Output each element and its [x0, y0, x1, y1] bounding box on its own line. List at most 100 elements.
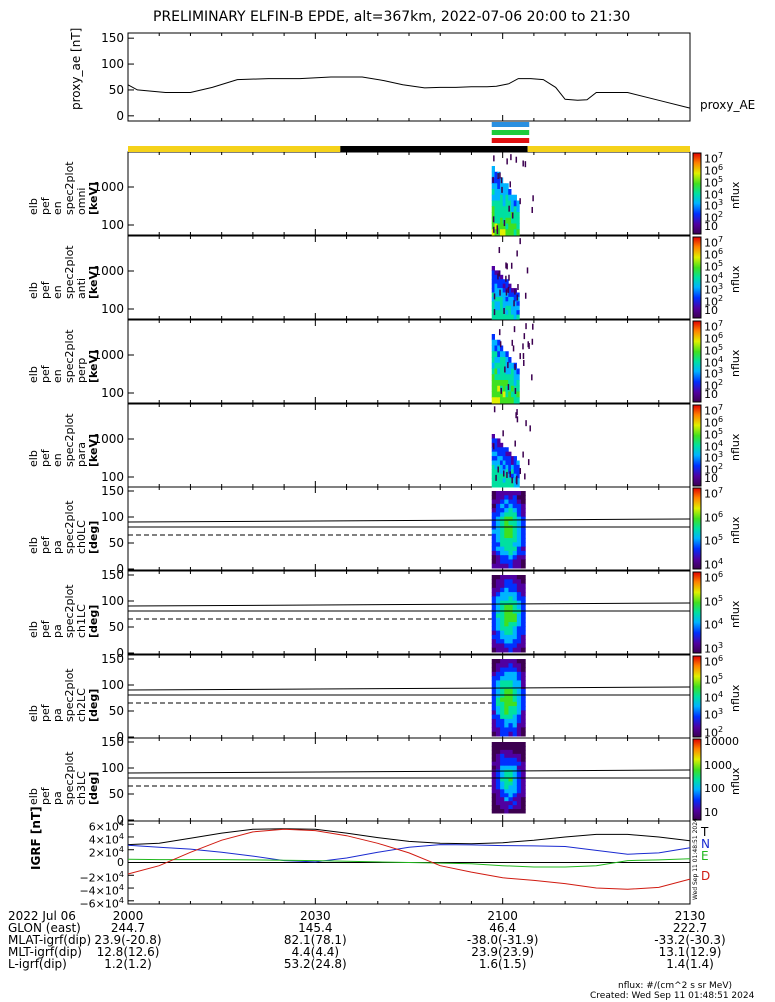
spectrogram-cell: [505, 212, 509, 219]
pa-spectrogram-cell: [521, 676, 526, 681]
spectrogram-cell: [491, 464, 495, 470]
pa-spectrogram-cell: [508, 499, 514, 505]
pa-spectrogram-cell: [516, 550, 522, 556]
spectrogram-cell: [494, 451, 498, 457]
pa-spectrogram-cell: [512, 622, 518, 627]
spectrogram-speck: [517, 284, 519, 291]
pa-spectrogram-cell: [500, 604, 505, 610]
pa-spectrogram-cell: [521, 727, 526, 733]
spec-ytick-label: 100: [101, 510, 124, 524]
pa-spectrogram-cell: [495, 542, 501, 548]
pa-spectrogram-cell: [504, 805, 509, 810]
pa-spectrogram-cell: [521, 693, 526, 698]
pa-spectrogram-cell: [512, 765, 518, 771]
spectrogram-cell: [497, 380, 501, 387]
pa-spectrogram-cell: [504, 626, 509, 632]
spec-ytick-label: 150: [101, 568, 124, 582]
colorbar-tick-label: 100: [704, 782, 725, 796]
pa-spectrogram-cell: [491, 749, 497, 755]
spec-panel-frame: [127, 486, 691, 571]
spec-ytick-label: 0: [116, 562, 124, 576]
spectrogram-speck: [493, 309, 496, 316]
pa-spectrogram-cell: [491, 634, 497, 640]
pa-spectrogram-cell: [508, 809, 514, 814]
spectrogram-cell: [516, 200, 520, 207]
spectrogram-cell: [510, 314, 515, 320]
spectrogram-speck: [528, 343, 530, 350]
colorbar-tick-label: 107: [704, 235, 724, 250]
spectrogram-cell: [491, 292, 495, 298]
pa-spectrogram-cell: [521, 491, 526, 496]
spectrogram-cell: [497, 447, 501, 453]
pa-spectrogram-cell: [491, 592, 497, 597]
pa-spectrogram-cell: [500, 512, 505, 518]
spectrogram-speck: [524, 161, 527, 168]
spectrogram-cell: [494, 482, 498, 488]
pa-spectrogram-cell: [521, 596, 526, 602]
flux-units-note: nflux: #/(cm^2 s sr MeV): [618, 981, 732, 991]
pa-spectrogram-cell: [495, 617, 501, 623]
spectrogram-cell: [494, 464, 498, 470]
pa-spectrogram-cell: [516, 731, 522, 737]
pa-spectrogram-cell: [500, 538, 505, 543]
pa-spectrogram-cell: [495, 529, 501, 535]
spec-ytick-label: 100: [101, 386, 124, 400]
pa-spectrogram-cell: [504, 680, 509, 686]
spectrogram-speck: [512, 345, 515, 352]
spectrogram-cell: [510, 380, 515, 387]
spec-ylabel-line: [keV]: [87, 265, 100, 299]
spectrogram-cell: [494, 380, 498, 387]
spectrogram-cell: [499, 464, 504, 470]
spectrogram-cell: [505, 464, 509, 470]
colorbar-title: nflux: [729, 684, 742, 712]
spectrogram-cell: [491, 438, 495, 444]
spectrogram-cell: [513, 212, 517, 219]
pa-spectrogram-cell: [512, 706, 518, 711]
pa-spectrogram-cell: [500, 579, 505, 585]
igrf-ytick-label: 6×104: [88, 819, 124, 834]
pa-spectrogram-cell: [504, 809, 509, 814]
pa-spectrogram-cell: [500, 718, 505, 724]
pa-spectrogram-cell: [491, 742, 497, 747]
pa-spectrogram-cell: [504, 559, 509, 565]
spectrogram-cell: [516, 391, 520, 398]
spectrogram-cell: [510, 385, 515, 392]
spec-ylabel-line: [deg]: [87, 520, 100, 554]
pa-spectrogram-cell: [516, 765, 522, 771]
pa-spectrogram-cell: [495, 667, 501, 673]
pa-spectrogram-cell: [495, 587, 501, 593]
panel-frames: [127, 32, 702, 905]
spec-panel-frame: [127, 319, 691, 404]
pa-spectrogram-cell: [521, 626, 526, 632]
pa-spectrogram-cell: [512, 575, 518, 580]
pa-spectrogram-cell: [516, 718, 522, 724]
spectrogram-cell: [516, 478, 520, 484]
pa-spectrogram-cell: [491, 688, 497, 694]
science-zone-marker: [491, 130, 530, 135]
pa-spectrogram-cell: [521, 765, 526, 771]
spectrogram-cell: [494, 374, 498, 381]
igrf-ylabel: IGRF [nT]: [29, 806, 43, 870]
spectrogram-cell: [499, 374, 504, 381]
igrf-ytick-label: 2×104: [88, 844, 124, 860]
spectrogram-cell: [505, 301, 509, 307]
pa-spectrogram-cell: [500, 587, 505, 593]
pa-spectrogram-cell: [491, 718, 497, 724]
pa-spectrogram-cell: [495, 749, 501, 755]
spectrogram-cell: [510, 229, 515, 236]
spectrogram-speck: [524, 292, 527, 299]
spectrogram-cell: [508, 223, 512, 230]
spectrogram-speck: [519, 238, 521, 245]
pa-spectrogram-cell: [521, 538, 526, 543]
pa-spectrogram-cell: [512, 495, 518, 501]
orbit-bar-segment: [128, 146, 341, 152]
colorbar-tick-label: 103: [704, 282, 724, 297]
pa-spectrogram-cell: [504, 731, 509, 737]
igrf-ytick-label: −2×104: [79, 870, 124, 885]
pa-spectrogram-cell: [508, 622, 514, 627]
igrf-ytick-label: 4×104: [88, 831, 124, 847]
spectrogram-cell: [510, 368, 515, 375]
spectrogram-cell: [502, 351, 506, 358]
pa-spectrogram-cell: [512, 538, 518, 543]
colorbar-tick-label: 105: [704, 426, 724, 442]
